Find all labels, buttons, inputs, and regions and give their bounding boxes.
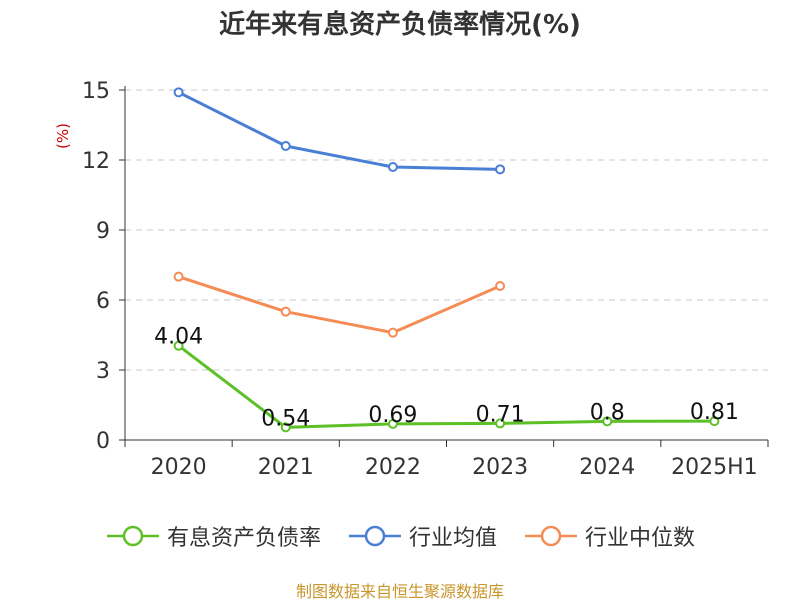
x-tick-label-0: 2020 bbox=[151, 455, 207, 480]
series-2-point-3 bbox=[495, 281, 506, 291]
data-label-0-3: 0.71 bbox=[476, 402, 525, 427]
legend-item-series-0[interactable]: 有息资产负债率 bbox=[105, 520, 321, 552]
series-0-point-3 bbox=[495, 418, 506, 429]
data-label-0-0: 4.04 bbox=[154, 325, 203, 350]
x-tick-label-3: 2023 bbox=[472, 455, 528, 480]
series-2-point-0 bbox=[173, 271, 184, 282]
legend-marker-series-1 bbox=[348, 525, 401, 547]
data-label-0-5: 0.81 bbox=[690, 400, 739, 425]
y-tick-label-4: 12 bbox=[82, 149, 110, 174]
data-source-note: 制图数据来自恒生聚源数据库 bbox=[295, 582, 504, 601]
y-tick-label-5: 15 bbox=[82, 79, 110, 104]
series-0-point-2 bbox=[387, 418, 398, 429]
x-tick-label-2: 2022 bbox=[365, 455, 421, 480]
legend-item-series-1[interactable]: 行业均值 bbox=[347, 520, 497, 552]
data-labels: 4.04 0.54 0.69 0.71 0.8 0.81 bbox=[154, 325, 739, 432]
y-tick-label-1: 3 bbox=[96, 359, 110, 384]
series-1-point-0 bbox=[173, 87, 184, 98]
series-2-point-2 bbox=[387, 327, 398, 338]
y-tick-label-0: 0 bbox=[96, 429, 110, 454]
chart-title: 近年来有息资产负债率情况(%) bbox=[219, 10, 581, 40]
legend: 有息资产负债率 行业均值 行业中位数 bbox=[0, 520, 800, 552]
y-tick-label-3: 9 bbox=[96, 219, 110, 244]
series-1-point-1 bbox=[280, 141, 291, 151]
series-0-point-1 bbox=[280, 422, 291, 433]
legend-label-series-2: 行业中位数 bbox=[585, 526, 696, 551]
series-line-1 bbox=[177, 90, 501, 171]
data-label-0-4: 0.8 bbox=[590, 400, 625, 425]
axes: 0 3 6 9 12 15 2020 2021 2022 2023 2024 2025H1 bbox=[82, 79, 769, 480]
x-tick-label-1: 2021 bbox=[258, 455, 314, 480]
data-label-0-1: 0.54 bbox=[261, 406, 310, 431]
x-tick-label-4: 2024 bbox=[579, 455, 635, 480]
y-tick-label-2: 6 bbox=[96, 289, 110, 314]
legend-marker-series-0 bbox=[106, 525, 159, 547]
gridlines bbox=[125, 89, 768, 371]
series-1-point-3 bbox=[495, 164, 506, 175]
series-0-point-4 bbox=[602, 416, 613, 427]
legend-item-series-2[interactable]: 行业中位数 bbox=[523, 520, 695, 552]
series-line-0 bbox=[177, 344, 715, 429]
series-0-point-5 bbox=[709, 416, 720, 427]
legend-label-series-1: 行业均值 bbox=[408, 526, 497, 551]
legend-label-series-0: 有息资产负债率 bbox=[166, 526, 321, 551]
series-2-point-1 bbox=[280, 306, 291, 317]
x-tick-label-5: 2025H1 bbox=[671, 455, 758, 480]
data-label-0-2: 0.69 bbox=[368, 403, 417, 428]
series-line-2 bbox=[178, 275, 501, 335]
series-0-point-0 bbox=[173, 340, 184, 351]
series-lines bbox=[173, 87, 720, 433]
legend-marker-series-2 bbox=[525, 525, 577, 547]
series-1-point-2 bbox=[387, 162, 398, 172]
